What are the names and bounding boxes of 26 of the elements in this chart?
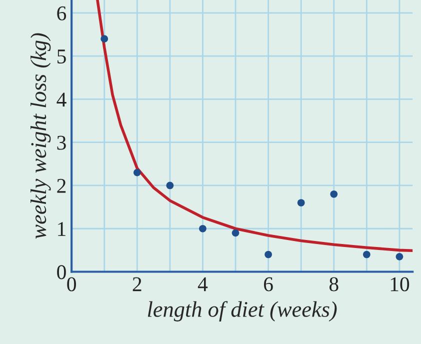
point	[297, 199, 305, 206]
y-tick-label: 1	[58, 222, 66, 236]
y-tick-label: 3	[57, 136, 66, 150]
point	[264, 250, 272, 258]
x-tick-label: 8	[329, 277, 338, 292]
x-axis-title: length of diet (weeks)	[148, 301, 337, 322]
point	[363, 250, 370, 258]
y-tick-label: 6	[57, 6, 66, 20]
y-tick-label: 2	[57, 178, 66, 193]
x-tick-label: 6	[264, 277, 273, 292]
y-axis-title: weekly weight loss (kg)	[30, 33, 51, 239]
point	[133, 168, 141, 176]
y-tick-label: 4	[56, 92, 66, 106]
point	[396, 252, 404, 260]
point	[166, 182, 174, 190]
x-tick-label: 0	[67, 277, 76, 292]
y-tick-label: 0	[57, 265, 66, 280]
point	[330, 190, 338, 198]
x-tick-label: 4	[198, 277, 208, 292]
point	[100, 35, 108, 42]
point	[199, 224, 206, 232]
line-series	[96, 0, 413, 252]
x-tick-label: 10	[390, 277, 410, 292]
y-tick-label: 5	[58, 50, 66, 64]
x-tick-label: 2	[132, 277, 142, 292]
point	[232, 229, 240, 237]
